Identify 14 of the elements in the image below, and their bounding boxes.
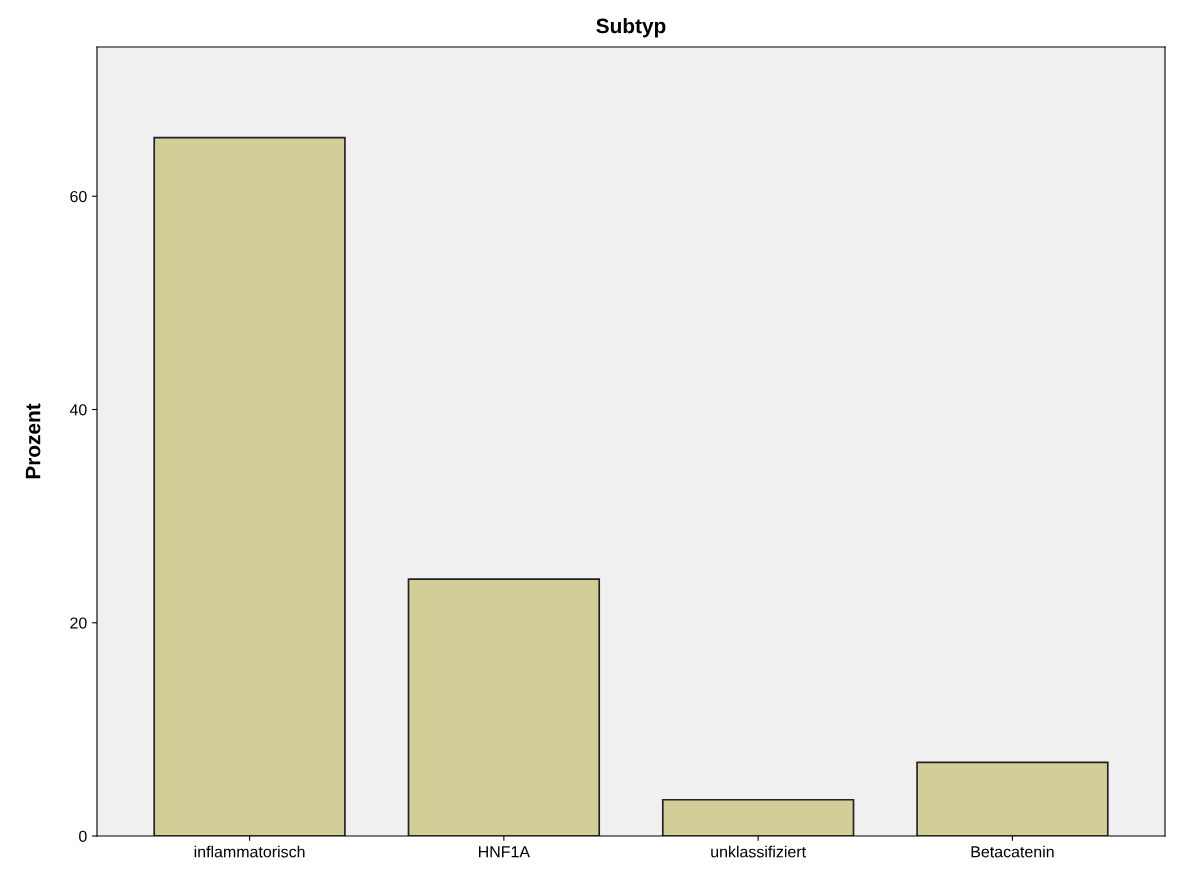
y-axis-title: Prozent	[25, 403, 41, 479]
y-tick-label: 0	[79, 830, 87, 842]
x-tick-label: inflammatorisch	[194, 845, 305, 858]
y-tick-label: 20	[70, 617, 87, 629]
y-tick-label: 60	[70, 190, 87, 203]
chart-title: Subtyp	[596, 18, 666, 38]
bar	[153, 136, 346, 836]
y-tick-label: 40	[69, 404, 87, 416]
bar	[661, 798, 855, 836]
bar	[916, 761, 1109, 836]
x-tick-label: unklassifiziert	[711, 845, 806, 858]
x-tick-label: Betacatenin	[971, 845, 1054, 858]
bar	[407, 578, 601, 836]
x-tick-label: HNF1A	[478, 846, 531, 858]
